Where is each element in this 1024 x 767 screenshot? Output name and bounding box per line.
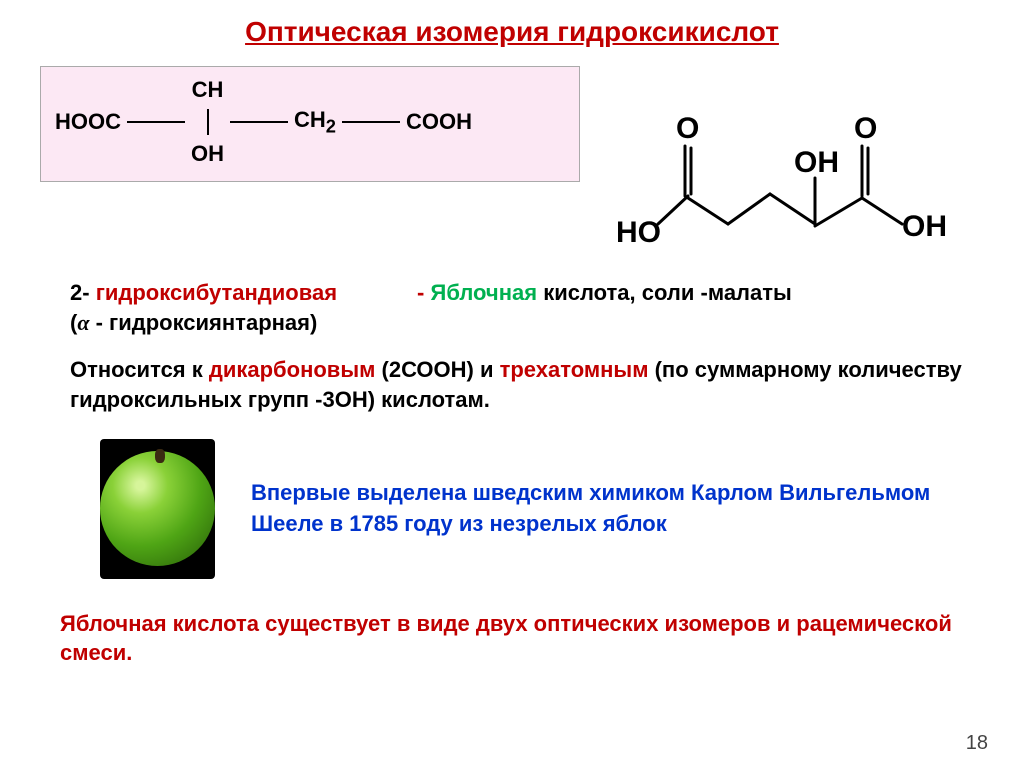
names-row: 2- гидроксибутандиовая (α - гидроксиянта… [40,278,984,337]
bond [127,121,185,123]
atom-o: O [854,112,877,145]
apple-image [100,439,215,579]
atom-ho: HO [616,216,661,249]
skeletal-structure: O O OH OH HO [610,66,950,266]
history-text: Впервые выделена шведским химиком Карлом… [251,478,984,540]
page-number: 18 [966,732,988,755]
atom-oh: OH [794,146,839,179]
bond [342,121,400,123]
bond [230,121,288,123]
page-title: Оптическая изомерия гидроксикислот [40,16,984,48]
systematic-name: 2- гидроксибутандиовая (α - гидроксиянта… [40,278,337,337]
isomer-text: Яблочная кислота существует в виде двух … [40,609,984,668]
condensed-formula: HOOC CH OH CH2 COOH [40,66,580,182]
bond [207,109,209,135]
classification-text: Относится к дикарбоновым (2СООН) и треха… [40,355,984,414]
atom-o: O [676,112,699,145]
trivial-name: - Яблочная кислота, соли -малаты [417,278,792,308]
atom-ch2: CH2 [294,107,336,137]
top-row: HOOC CH OH CH2 COOH [40,66,984,266]
atom-ch: CH [192,77,224,103]
atom-hooc: HOOC [55,109,121,135]
history-row: Впервые выделена шведским химиком Карлом… [40,439,984,579]
atom-oh: OH [902,210,947,243]
atom-oh: OH [191,141,224,167]
atom-cooh: COOH [406,109,472,135]
